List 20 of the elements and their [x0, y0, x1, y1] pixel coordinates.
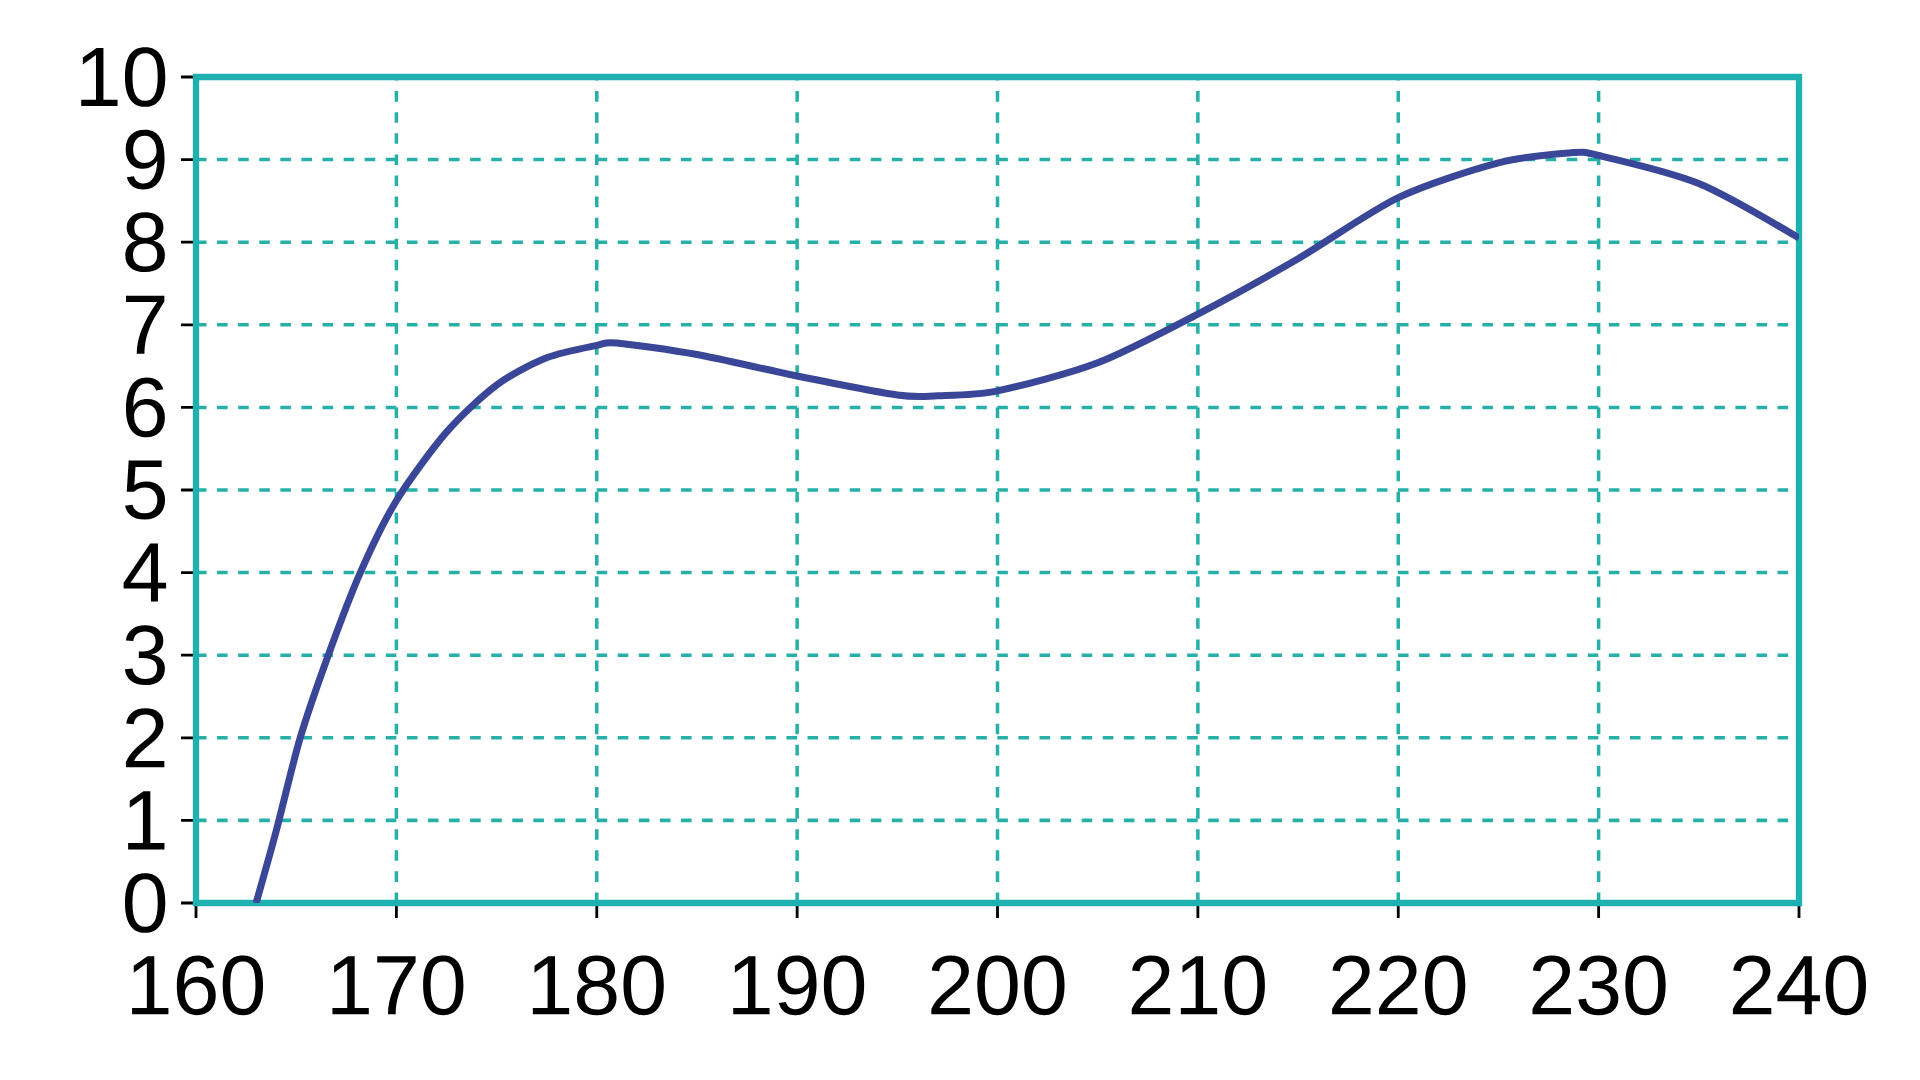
y-tick-label: 9: [125, 129, 165, 190]
y-tick-label: 10: [81, 47, 166, 107]
y-tick-label: 2: [125, 708, 165, 768]
y-tick-label: 3: [124, 625, 165, 686]
y-tick-label: 4: [123, 543, 167, 602]
y-tick-label: 0: [124, 873, 166, 933]
y-tick-label: 7: [125, 295, 165, 354]
y-tick-label: 8: [125, 212, 165, 273]
y-tick-label: 5: [125, 460, 166, 520]
x-tick-label: 160: [132, 955, 264, 1016]
x-tick-label: 220: [1332, 955, 1466, 1016]
x-tick-label: 230: [1532, 955, 1666, 1016]
x-tick-label: 210: [1131, 955, 1265, 1016]
x-tick-label: 180: [532, 955, 664, 1016]
x-tick-label: 190: [733, 955, 865, 1016]
x-tick-label: 240: [1732, 955, 1867, 1016]
x-tick-label: 200: [931, 955, 1065, 1016]
y-tick-label: 1: [128, 791, 165, 850]
y-tick-label: 6: [125, 377, 165, 438]
x-tick-label: 170: [332, 955, 464, 1016]
